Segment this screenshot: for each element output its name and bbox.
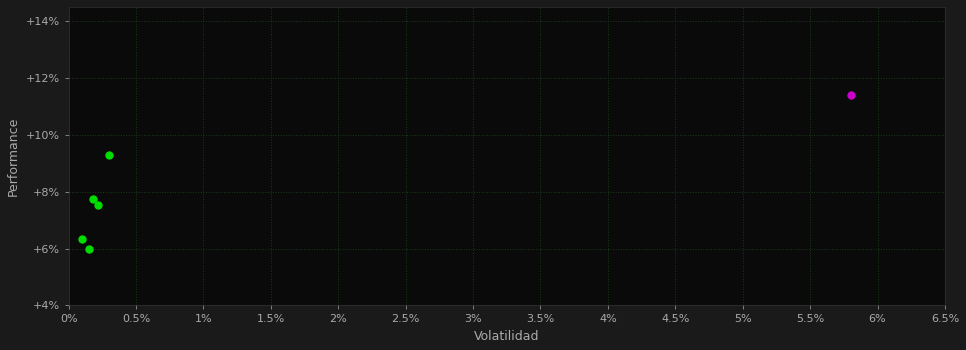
Point bbox=[85, 196, 100, 202]
Point bbox=[91, 202, 106, 207]
X-axis label: Volatilidad: Volatilidad bbox=[474, 330, 540, 343]
Point bbox=[74, 236, 90, 241]
Point bbox=[842, 92, 858, 98]
Point bbox=[101, 152, 117, 158]
Point bbox=[81, 246, 97, 251]
Y-axis label: Performance: Performance bbox=[7, 117, 20, 196]
